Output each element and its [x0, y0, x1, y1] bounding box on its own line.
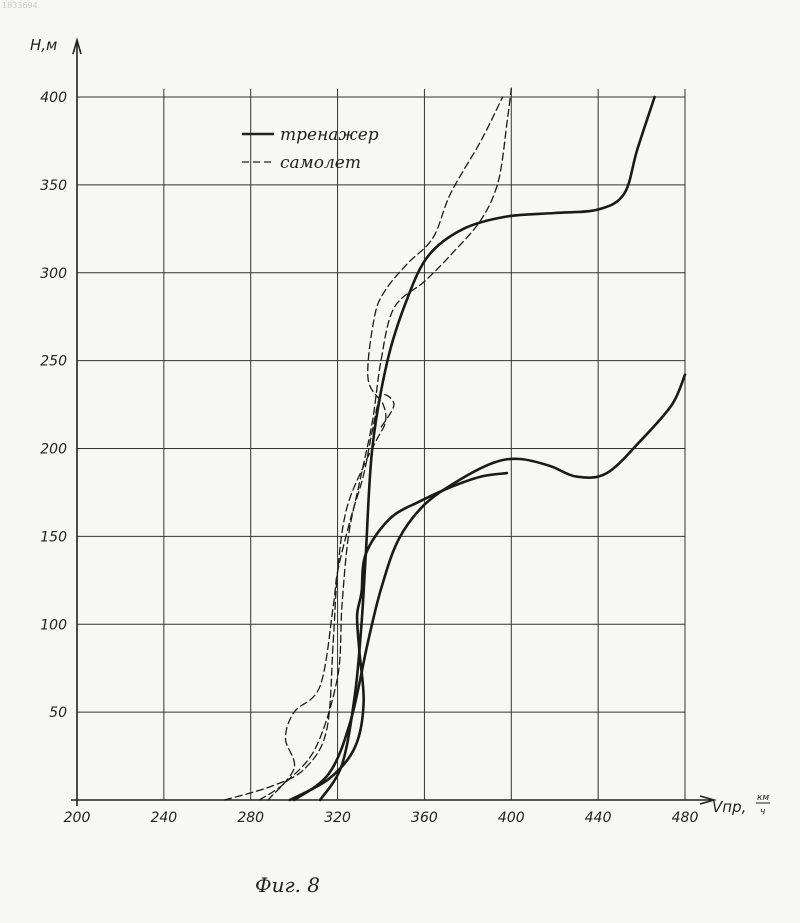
x-tick-labels: 200 240 280 320 360 400 440 480 — [64, 810, 699, 826]
y-tick-label: 300 — [40, 266, 67, 282]
y-tick-labels: 50 100 150 200 250 300 350 400 — [40, 90, 67, 721]
x-axis-label-text: Vпр, — [712, 798, 746, 816]
y-tick-label: 200 — [40, 442, 67, 458]
y-tick-label: 400 — [40, 90, 67, 106]
x-tick-label: 440 — [585, 810, 612, 826]
x-axis-label: Vпр, км ч — [712, 793, 770, 817]
solid-series-line-3 — [294, 375, 685, 800]
x-tick-label: 320 — [324, 810, 351, 826]
grid — [77, 89, 685, 800]
x-tick-label: 400 — [498, 810, 525, 826]
y-tick-label: 150 — [40, 529, 67, 545]
axes — [71, 40, 714, 806]
x-axis-unit-denominator: ч — [760, 807, 765, 817]
series-layer — [225, 88, 685, 800]
figure-caption: Фиг. 8 — [255, 873, 320, 897]
y-tick-label: 250 — [40, 354, 67, 370]
legend-label-samolet: самолет — [280, 153, 361, 173]
legend-label-trenazher: тренажер — [280, 125, 379, 145]
x-tick-label: 280 — [237, 810, 264, 826]
x-tick-label: 200 — [64, 810, 91, 826]
x-axis-unit-numerator: км — [757, 793, 769, 803]
dashed-series-line-6 — [268, 395, 394, 800]
y-tick-label: 50 — [49, 705, 67, 721]
y-tick-label: 350 — [40, 178, 67, 194]
y-axis-label: Н,м — [30, 36, 57, 54]
solid-series-line-2 — [290, 473, 507, 800]
x-tick-label: 240 — [150, 810, 177, 826]
corner-id-text: 1833694 — [2, 1, 38, 10]
x-tick-label: 360 — [411, 810, 438, 826]
y-tick-label: 100 — [40, 617, 67, 633]
dashed-series-line-5 — [259, 88, 511, 800]
x-tick-label: 480 — [672, 810, 699, 826]
legend: тренажер самолет — [242, 125, 379, 173]
